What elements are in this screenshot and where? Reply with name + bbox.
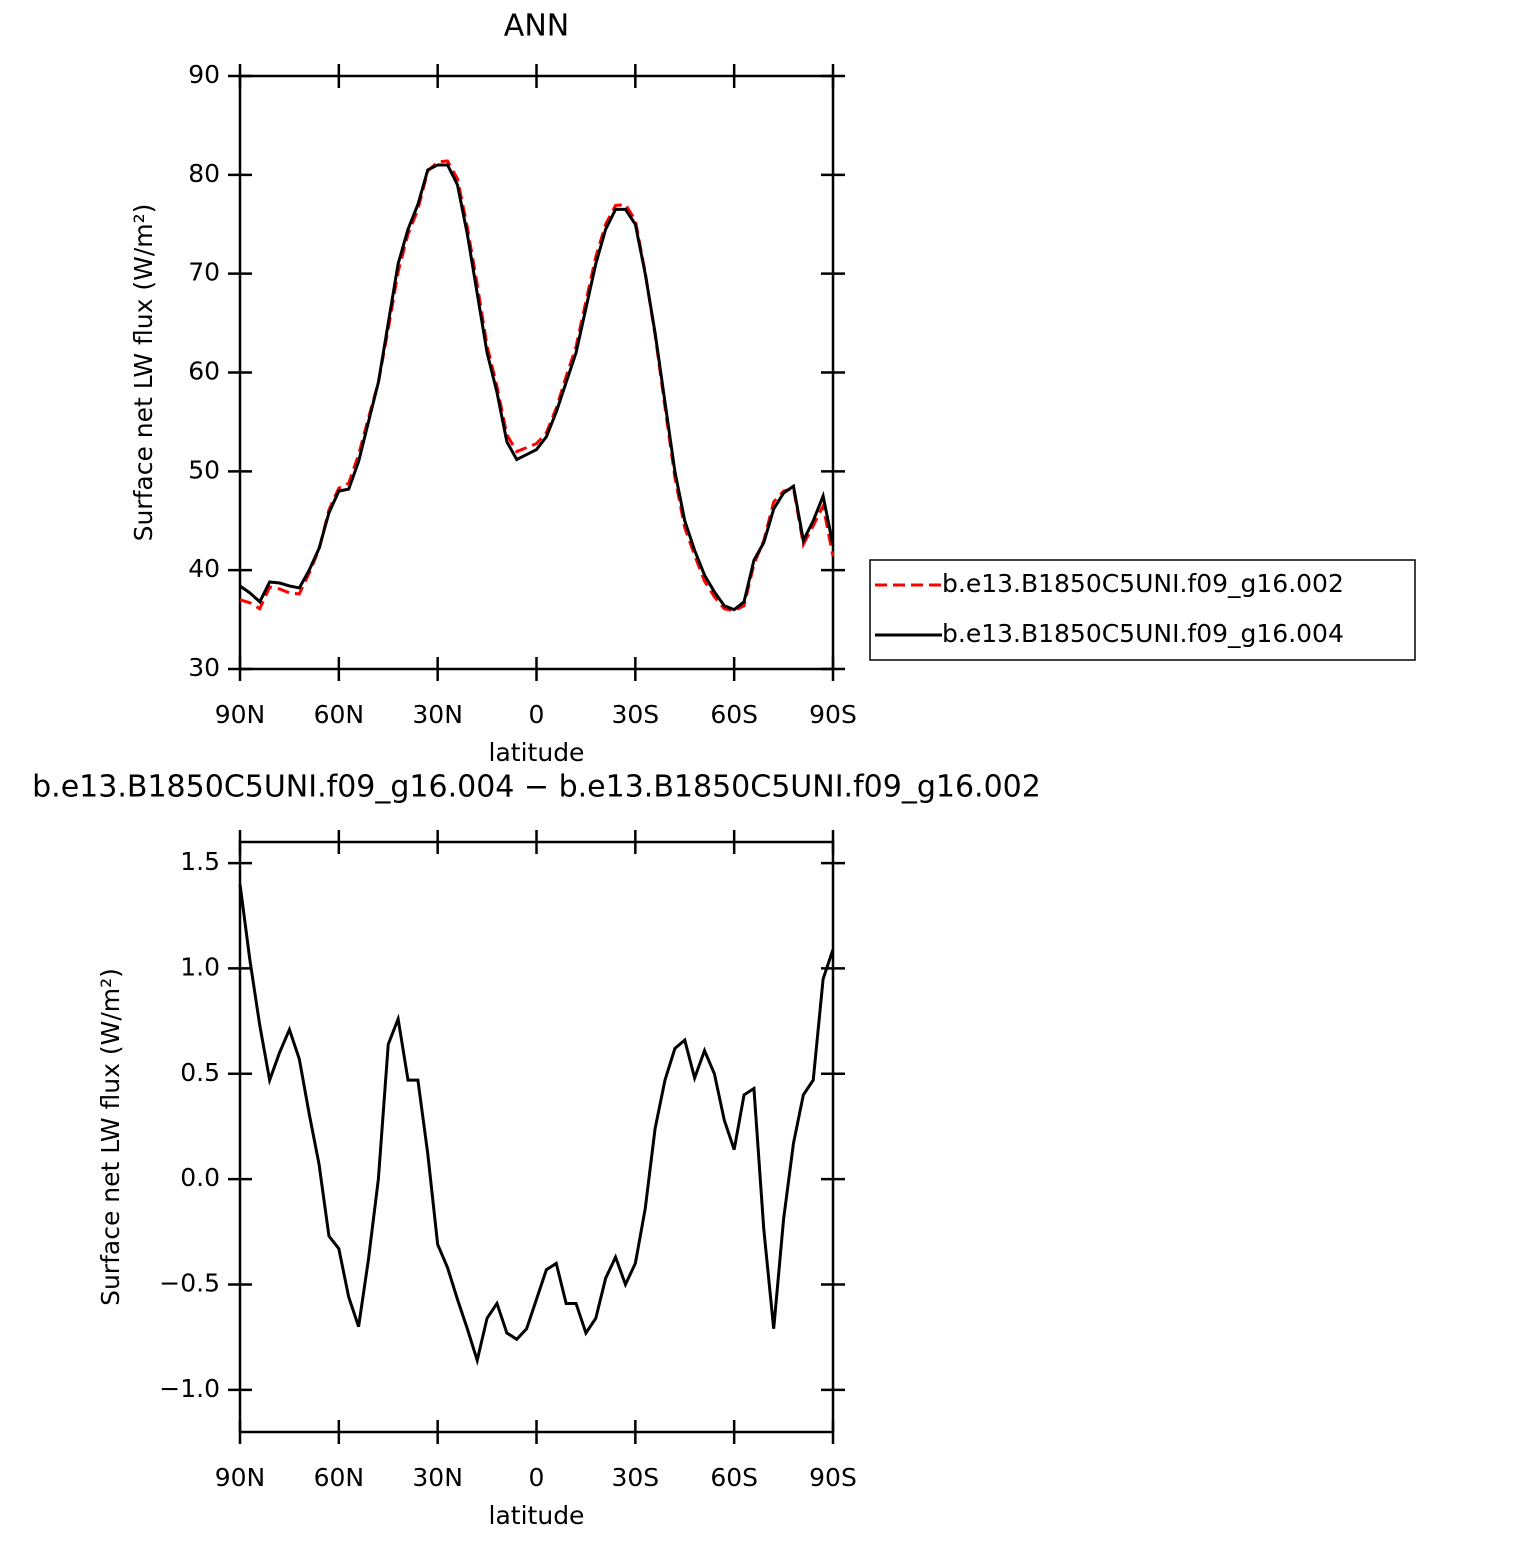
- x-tick-label: 0: [529, 700, 545, 729]
- x-tick-label: 60N: [314, 700, 365, 729]
- chart-title: ANN: [504, 9, 569, 44]
- x-tick-label: 90S: [809, 1463, 857, 1492]
- x-tick-label: 30S: [611, 700, 659, 729]
- legend-frame: [869, 559, 1416, 661]
- x-tick-label: 30N: [412, 700, 463, 729]
- x-tick-label: 30N: [412, 1463, 463, 1492]
- x-tick-label: 30S: [611, 1463, 659, 1492]
- y-tick-label: 1.5: [180, 847, 220, 876]
- plot-frame: [238, 74, 835, 671]
- y-tick-label: −0.5: [159, 1269, 220, 1298]
- data-line: [239, 159, 835, 613]
- chart-title: b.e13.B1850C5UNI.f09_g16.004 − b.e13.B18…: [32, 770, 1041, 805]
- x-axis-label: latitude: [489, 738, 585, 767]
- x-tick-label: 90N: [215, 700, 266, 729]
- y-axis-label: Surface net LW flux (W/m²): [96, 968, 125, 1306]
- x-tick-label: 60S: [710, 1463, 758, 1492]
- y-tick-label: 30: [188, 653, 220, 682]
- x-tick-label: 60S: [710, 700, 758, 729]
- y-tick-label: 80: [188, 159, 220, 188]
- y-tick-label: 0.0: [180, 1163, 220, 1192]
- x-tick-label: 60N: [314, 1463, 365, 1492]
- x-tick-label: 90S: [809, 700, 857, 729]
- x-tick-label: 90N: [215, 1463, 266, 1492]
- y-tick-label: 40: [188, 554, 220, 583]
- plot-frame: [238, 840, 835, 1434]
- data-line: [238, 883, 835, 1367]
- y-axis-label: Surface net LW flux (W/m²): [129, 204, 158, 542]
- legend-label: b.e13.B1850C5UNI.f09_g16.002: [942, 569, 1344, 598]
- data-line: [239, 163, 835, 612]
- x-tick-label: 0: [529, 1463, 545, 1492]
- y-tick-label: 0.5: [180, 1058, 220, 1087]
- y-tick-label: 1.0: [180, 952, 220, 981]
- y-tick-label: 90: [188, 60, 220, 89]
- y-tick-label: −1.0: [159, 1374, 220, 1403]
- y-tick-label: 60: [188, 357, 220, 386]
- y-tick-label: 70: [188, 258, 220, 287]
- y-tick-label: 50: [188, 455, 220, 484]
- x-axis-label: latitude: [489, 1501, 585, 1530]
- legend-label: b.e13.B1850C5UNI.f09_g16.004: [942, 619, 1344, 648]
